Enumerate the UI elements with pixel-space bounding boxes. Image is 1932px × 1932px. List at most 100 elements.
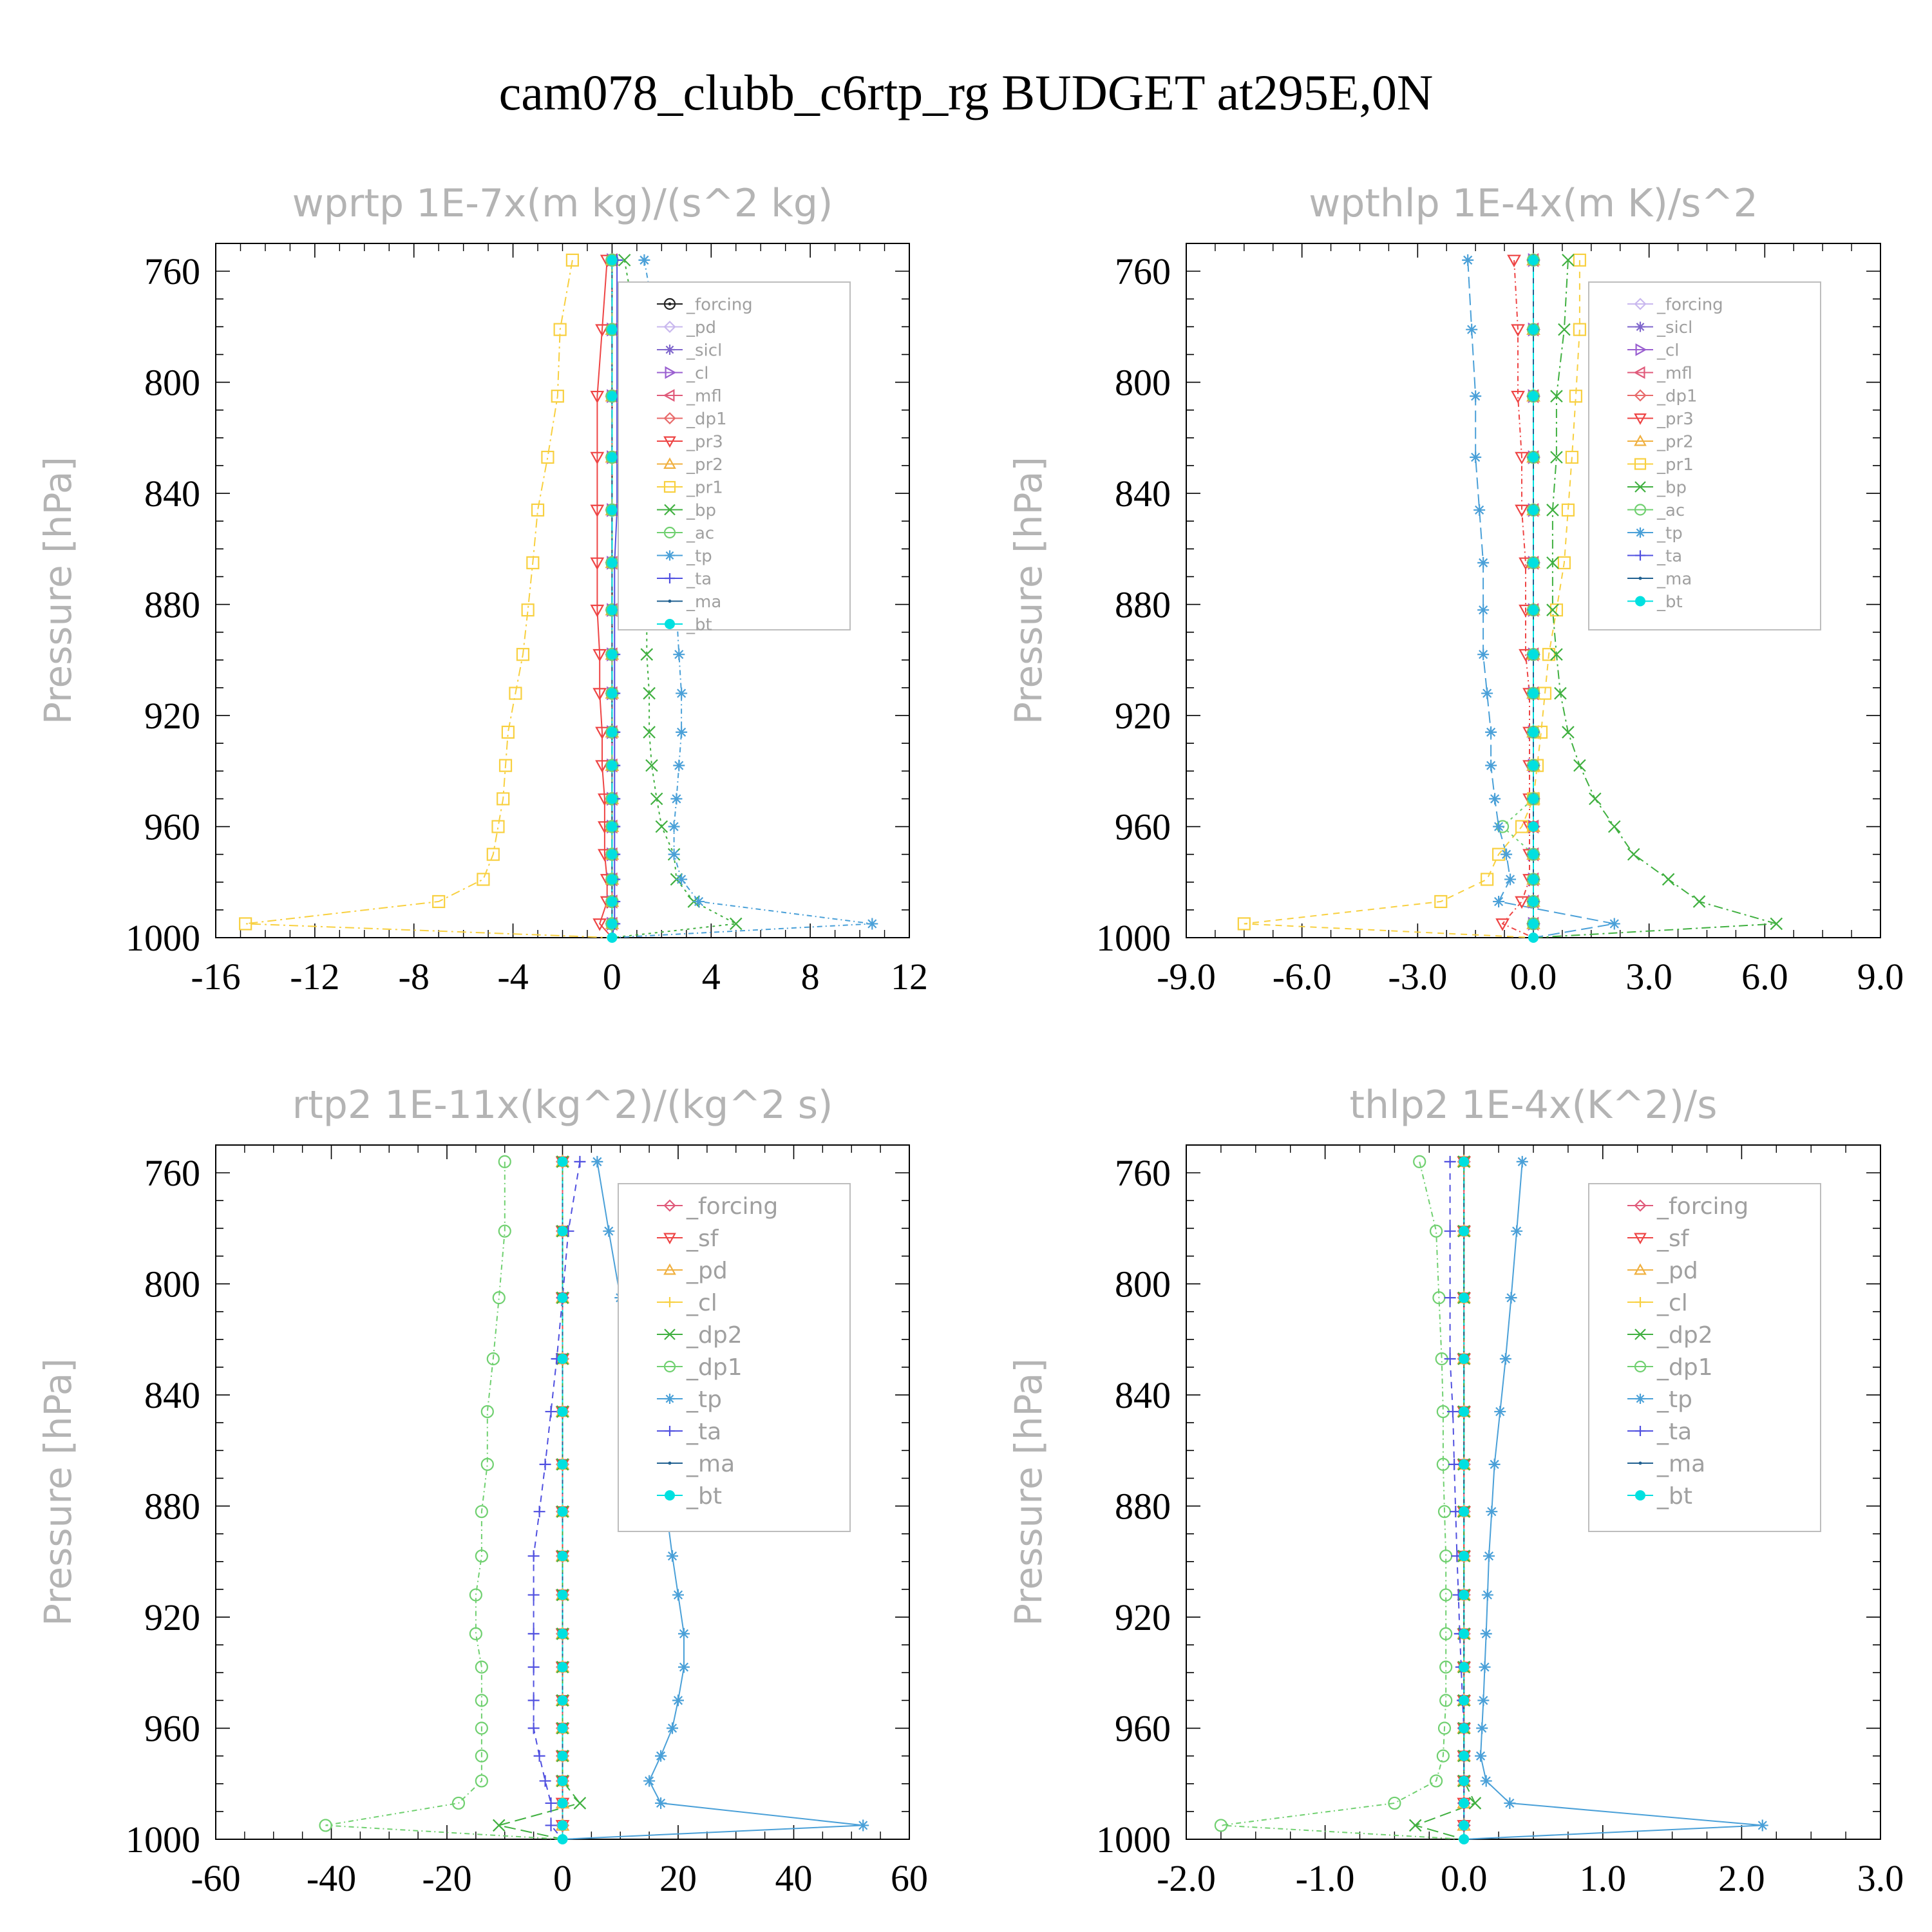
data-point_ta: [1444, 1353, 1456, 1365]
data-point_tp: [1504, 1797, 1516, 1809]
series-group: [319, 1154, 869, 1844]
y-tick-label: 960: [144, 1708, 200, 1750]
data-point_bt: [557, 1293, 568, 1303]
y-tick-label: 920: [144, 695, 200, 737]
legend-marker_forcing: [1634, 298, 1647, 310]
data-point_tp: [655, 1797, 667, 1809]
data-point_pr3: [592, 649, 607, 662]
x-tick-label: 12: [891, 956, 928, 998]
data-point_bp: [645, 759, 658, 772]
data-point_pr1: [497, 792, 510, 806]
data-point_pr1: [477, 873, 490, 886]
data-point_dp2: [1468, 1797, 1482, 1810]
data-point_bt: [557, 1695, 568, 1706]
data-point_dp1: [469, 1627, 482, 1641]
data-point_pr1: [498, 759, 513, 772]
y-tick-label: 800: [144, 1264, 200, 1305]
data-point_dp1: [1429, 1224, 1443, 1238]
data-point_bt: [557, 1797, 568, 1808]
data-point_pr1: [1237, 917, 1251, 931]
data-point_bt: [1528, 391, 1539, 402]
panel-title: rtp2 1E-11x(kg^2)/(kg^2 s): [292, 1083, 833, 1128]
data-point_pr3: [592, 688, 607, 701]
series-line_bp: [1533, 260, 1777, 938]
data-point_tp: [1477, 1694, 1490, 1707]
data-point_bt: [1528, 557, 1539, 568]
data-point_dp1: [492, 1291, 506, 1305]
data-point_dp1: [1388, 1796, 1401, 1810]
series-line_ta: [1449, 1161, 1465, 1839]
data-point_dp1: [319, 1819, 332, 1832]
data-point_bt: [557, 1723, 568, 1734]
data-point_bt: [557, 1662, 568, 1672]
data-point_bt: [607, 452, 618, 463]
y-tick-label: 960: [1115, 806, 1171, 848]
data-point_pr3: [595, 760, 609, 773]
data-point_bp: [643, 726, 656, 739]
data-point_bt: [1528, 504, 1539, 515]
series-line_ta: [533, 1161, 581, 1840]
x-tick-label: 3.0: [1857, 1857, 1904, 1899]
data-point_dp1: [475, 1660, 488, 1674]
data-point_tp: [673, 649, 685, 661]
data-point_ta: [527, 1627, 540, 1640]
legend-marker_tp: [665, 1394, 675, 1404]
data-point_dp1: [475, 1505, 488, 1519]
y-tick-label: 1000: [1096, 917, 1171, 959]
data-point_bp: [643, 687, 656, 700]
data-point_bt: [557, 1156, 568, 1167]
legend-label_ta: _ta: [686, 569, 712, 589]
data-point_bt: [1459, 1459, 1470, 1470]
data-point_pr1: [239, 917, 252, 931]
data-point_pr1: [491, 820, 505, 833]
legend-marker_forcing: [663, 298, 676, 310]
data-point_bt: [607, 933, 618, 943]
legend-marker_dp1: [1634, 389, 1647, 402]
data-point_tp: [591, 1155, 603, 1168]
legend-marker_mfl: [1633, 366, 1645, 379]
series-line_pr1: [1244, 260, 1580, 938]
data-point_tp: [603, 1225, 615, 1237]
legend-marker_ma: [1638, 576, 1642, 580]
data-point_tp: [1486, 1506, 1498, 1518]
legend-marker_sicl: [665, 345, 675, 355]
legend-label_mfl: _mfl: [686, 386, 722, 406]
y-tick-label: 960: [144, 806, 200, 848]
data-point_bt: [1459, 1723, 1470, 1734]
data-point_bp: [1550, 648, 1563, 661]
legend-label_ac: _ac: [1656, 501, 1685, 520]
data-point_bt: [607, 391, 618, 402]
data-point_bt: [607, 688, 618, 699]
x-tick-label: -6.0: [1273, 956, 1332, 998]
data-point_pr1: [1573, 253, 1586, 267]
data-point_bp: [1554, 687, 1567, 700]
legend-marker_forcing: [1634, 1199, 1647, 1212]
data-point_tp: [1477, 604, 1490, 616]
data-point_bt: [1528, 896, 1539, 907]
data-point_tp: [1462, 254, 1474, 266]
legend-marker_ta: [1635, 1426, 1645, 1436]
legend-label_forcing: _forcing: [686, 1193, 778, 1220]
series-line_pr1: [245, 260, 612, 938]
data-point_dp1: [1439, 1694, 1453, 1707]
data-point_bt: [1459, 1695, 1470, 1706]
data-point_pr3: [595, 324, 609, 337]
data-point_bp: [618, 254, 631, 267]
data-point_tp: [1466, 323, 1478, 336]
legend-label_pr1: _pr1: [686, 478, 723, 497]
data-point_bt: [557, 1406, 568, 1417]
data-point_tp: [1499, 1353, 1511, 1365]
data-point_ta: [1444, 1155, 1456, 1168]
legend-label_tp: _tp: [686, 547, 712, 566]
data-point_tp: [1504, 873, 1517, 886]
data-point_bt: [557, 1628, 568, 1639]
data-point_bt: [607, 793, 618, 804]
data-point_tp: [1470, 451, 1482, 464]
data-point_bt: [1459, 1834, 1470, 1844]
legend-label_pd: _pd: [686, 318, 716, 337]
data-point_dp1: [480, 1457, 494, 1471]
data-point_bt: [1528, 918, 1539, 929]
data-point_pr1: [521, 603, 535, 617]
data-point_ta: [1448, 1458, 1461, 1470]
